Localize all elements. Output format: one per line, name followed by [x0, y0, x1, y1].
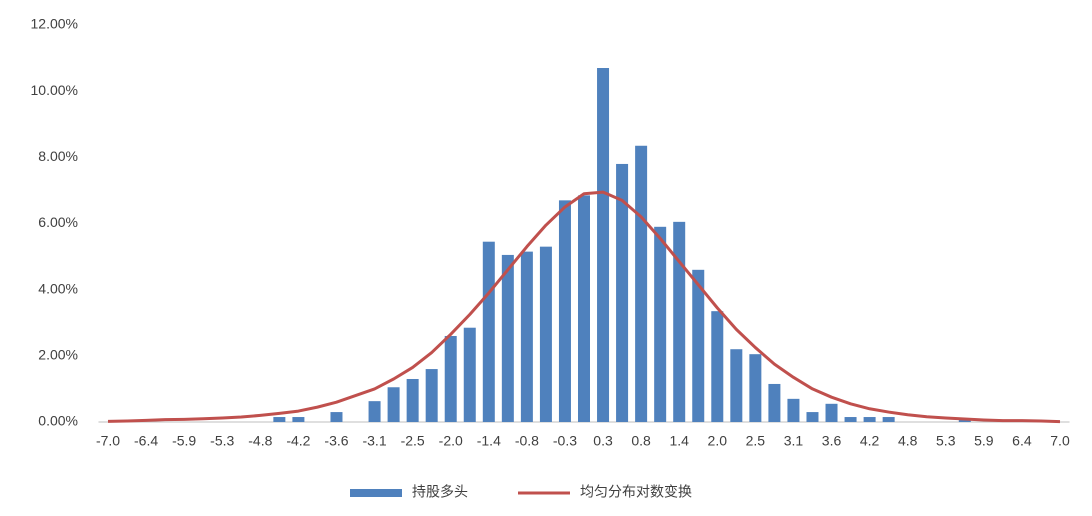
x-tick-label: -4.8	[248, 433, 272, 449]
bar	[368, 401, 381, 422]
bar	[654, 226, 667, 422]
bar	[597, 68, 610, 422]
bar	[863, 417, 876, 422]
x-tick-label: -0.3	[553, 433, 577, 449]
x-tick-label: -2.5	[401, 433, 425, 449]
bar	[711, 311, 724, 422]
y-tick-label: 12.00%	[31, 16, 78, 32]
x-tick-label: -5.3	[210, 433, 234, 449]
x-tick-label: -5.9	[172, 433, 196, 449]
bar	[578, 195, 590, 422]
x-tick-label: -7.0	[96, 433, 120, 449]
bar	[292, 417, 305, 422]
y-tick-label: 10.00%	[31, 82, 78, 98]
y-tick-label: 6.00%	[38, 214, 78, 230]
bar	[425, 369, 438, 422]
bar	[444, 335, 457, 422]
x-tick-label: 4.8	[898, 433, 918, 449]
x-tick-label: -2.0	[439, 433, 463, 449]
bar	[616, 163, 629, 422]
x-tick-label: 6.4	[1012, 433, 1032, 449]
line	[107, 190, 1061, 424]
bar	[482, 241, 495, 422]
x-tick-label: -0.8	[515, 433, 539, 449]
x-tick-label: 1.4	[669, 433, 689, 449]
bar	[882, 417, 895, 422]
legend-swatch	[350, 489, 402, 497]
bar	[463, 327, 476, 422]
bar	[330, 412, 343, 422]
y-tick-label: 2.00%	[38, 347, 78, 363]
x-tick-label: 0.3	[593, 433, 613, 449]
bar	[673, 221, 686, 422]
bar	[692, 269, 705, 422]
x-tick-label: 2.5	[746, 433, 766, 449]
bar	[730, 349, 743, 422]
legend-label: 持股多头	[412, 484, 468, 500]
bar	[273, 417, 286, 422]
x-tick-label: 2.0	[708, 433, 728, 449]
x-tick-label: -4.2	[286, 433, 310, 449]
x-tick-label: 3.1	[784, 433, 804, 449]
x-tick-label: 4.2	[860, 433, 880, 449]
x-tick-label: -6.4	[134, 433, 158, 449]
bar	[825, 403, 838, 422]
bar	[844, 417, 857, 422]
bar	[406, 378, 419, 422]
bar	[501, 254, 514, 422]
y-tick-label: 0.00%	[38, 413, 78, 429]
bar	[787, 398, 800, 422]
x-tick-label: -1.4	[477, 433, 501, 449]
y-tick-label: 8.00%	[38, 148, 78, 164]
bar	[768, 383, 781, 422]
bar	[558, 200, 571, 422]
x-tick-label: 7.0	[1050, 433, 1070, 449]
x-tick-label: 5.9	[974, 433, 994, 449]
bar	[520, 251, 533, 422]
y-tick-label: 4.00%	[38, 280, 78, 296]
x-tick-label: -3.1	[362, 433, 386, 449]
x-tick-label: 5.3	[936, 433, 956, 449]
bar	[387, 387, 400, 422]
x-tick-label: 0.8	[631, 433, 651, 449]
x-tick-label: 3.6	[822, 433, 842, 449]
bar	[806, 412, 819, 422]
bar	[749, 354, 762, 422]
bar	[635, 145, 648, 423]
bar	[539, 246, 552, 422]
x-tick-label: -3.6	[324, 433, 348, 449]
legend-label: 均匀分布对数变换	[580, 484, 692, 500]
